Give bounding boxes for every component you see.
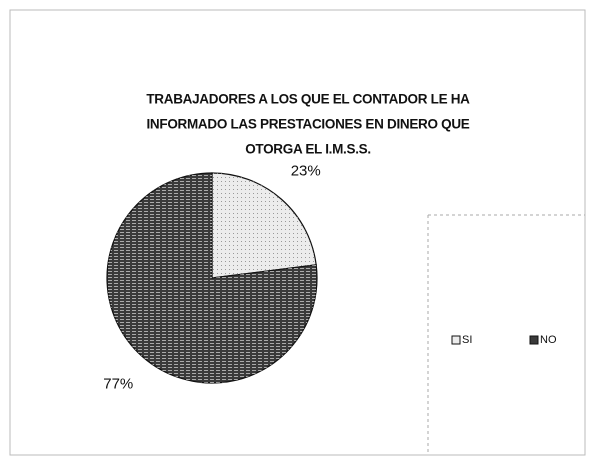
pie-slice-texture [107, 173, 318, 383]
legend-label: SI [462, 334, 472, 346]
data-label: 23% [291, 163, 321, 180]
legend-box [427, 214, 585, 455]
chart-frame [9, 9, 586, 456]
data-label: 77% [103, 375, 133, 392]
legend-swatch [451, 335, 461, 345]
pie-slice-texture [212, 173, 317, 278]
chart-title: INFORMADO LAS PRESTACIONES EN DINERO QUE [146, 117, 469, 132]
chart-title: OTORGA EL I.M.S.S. [245, 142, 371, 157]
chart-title: TRABAJADORES A LOS QUE EL CONTADOR LE HA [146, 92, 470, 107]
legend-swatch [529, 335, 539, 345]
legend-label: NO [540, 334, 557, 346]
